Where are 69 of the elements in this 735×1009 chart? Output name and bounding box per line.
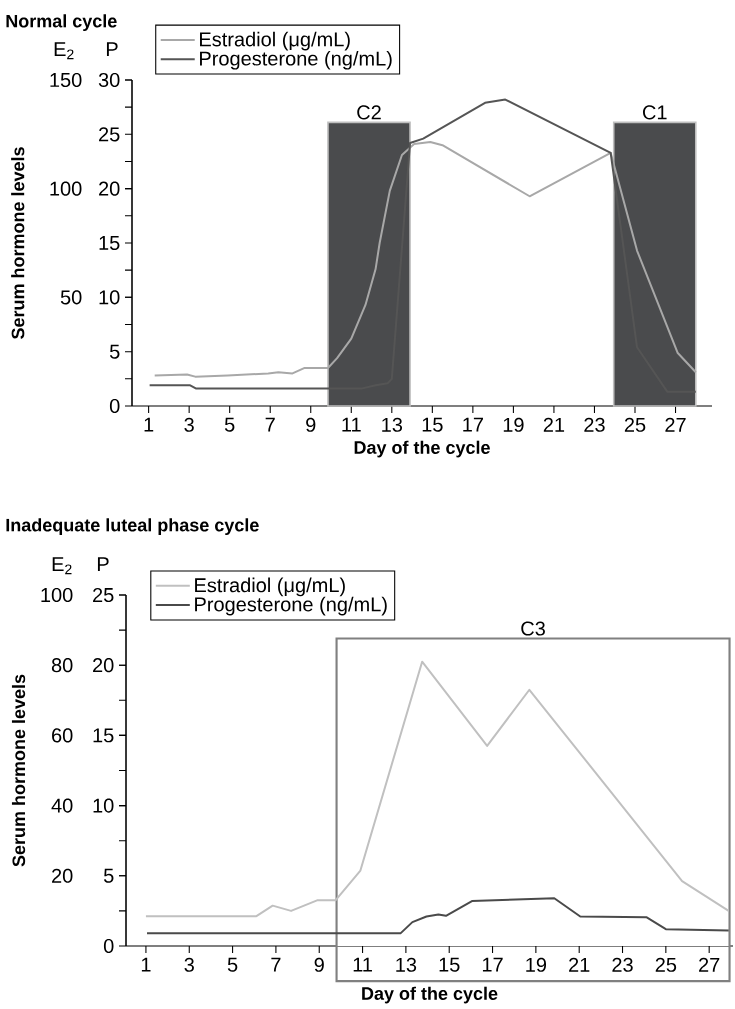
y2-tick-label: 25	[99, 127, 120, 142]
x-tick-label: 9	[314, 957, 324, 972]
x-tick-label: 17	[482, 957, 503, 972]
y-tick-label: 50	[60, 290, 82, 305]
y-tick-label: 60	[52, 728, 73, 743]
x-tick-label: 21	[543, 417, 565, 432]
band-label: C2	[357, 105, 381, 120]
y2-tick-label: 15	[93, 728, 114, 743]
x-tick-label: 19	[503, 417, 524, 432]
y2-tick-label: 5	[103, 868, 114, 883]
x-tick-label: 1	[141, 957, 151, 972]
x-tick-label: 25	[655, 957, 677, 972]
x-tick-label: 23	[584, 417, 605, 432]
x-tick-label: 15	[439, 957, 460, 972]
x-tick-label: 13	[396, 957, 417, 972]
text: E$_{2}$	[52, 557, 72, 575]
y2-tick-label: 20	[93, 658, 114, 673]
y-tick-label: 100	[41, 587, 73, 603]
x-tick-label: 15	[422, 417, 443, 432]
y-axis-title: Serum hormone levels	[11, 674, 26, 867]
x-tick-label: 7	[271, 957, 281, 972]
x-tick-label: 1	[144, 417, 154, 432]
y2-tick-label: 0	[109, 398, 120, 414]
legend-label: Progesterone (ng/mL)	[195, 596, 387, 616]
y-tick-label: 150	[50, 72, 82, 88]
line-series	[153, 140, 697, 378]
x-axis-title: Day of the cycle	[354, 440, 490, 458]
y2-tick-label: 15	[99, 236, 120, 250]
y-tick-label: 40	[51, 798, 73, 813]
y-tick-label: 20	[52, 868, 73, 883]
chart-title: Inadequate luteal phase cycle	[6, 518, 259, 536]
y2-tick-label: 30	[98, 72, 120, 88]
x-tick-label: 9	[306, 417, 316, 432]
x-tick-label: 5	[224, 417, 235, 432]
y-axis-title: Serum hormone levels	[11, 147, 25, 339]
y2-axis-title: P	[97, 557, 109, 571]
legend-label: Progesterone (ng/mL)	[200, 50, 392, 70]
y2-tick-label: 10	[93, 798, 114, 813]
y2-axis-title: P	[106, 42, 118, 56]
x-tick-label: 23	[612, 957, 633, 972]
x-tick-label: 27	[665, 417, 686, 432]
y2-tick-label: 0	[103, 938, 114, 954]
x-tick-label: 17	[463, 417, 483, 432]
x-axis-title: Day of the cycle	[362, 986, 498, 1004]
line-series	[146, 897, 730, 935]
x-tick-label: 11	[342, 417, 361, 432]
x-tick-label: 11	[353, 957, 372, 972]
x-tick-label: 27	[699, 957, 720, 972]
x-tick-label: 25	[624, 417, 646, 432]
x-tick-label: 3	[184, 417, 194, 432]
y2-tick-label: 10	[99, 290, 120, 305]
y-tick-label: 100	[50, 181, 82, 196]
y2-tick-label: 5	[109, 344, 120, 359]
text: E$_{2}$	[54, 42, 74, 60]
x-tick-label: 5	[227, 957, 238, 972]
band-label: C3	[521, 621, 545, 636]
legend-label: Estradiol (μg/mL)	[195, 577, 345, 597]
legend-label: Estradiol (μg/mL)	[200, 31, 350, 51]
x-tick-label: 13	[382, 417, 403, 432]
x-tick-label: 3	[184, 957, 194, 972]
y2-tick-label: 20	[99, 181, 120, 196]
x-tick-label: 7	[265, 417, 275, 432]
x-tick-label: 21	[569, 957, 590, 972]
chart-title: Normal cycle	[6, 14, 117, 32]
y2-tick-label: 25	[93, 587, 114, 603]
line-series	[144, 660, 730, 918]
x-tick-label: 19	[526, 957, 547, 972]
y-tick-label: 80	[51, 658, 73, 673]
band-label: C1	[643, 105, 667, 120]
